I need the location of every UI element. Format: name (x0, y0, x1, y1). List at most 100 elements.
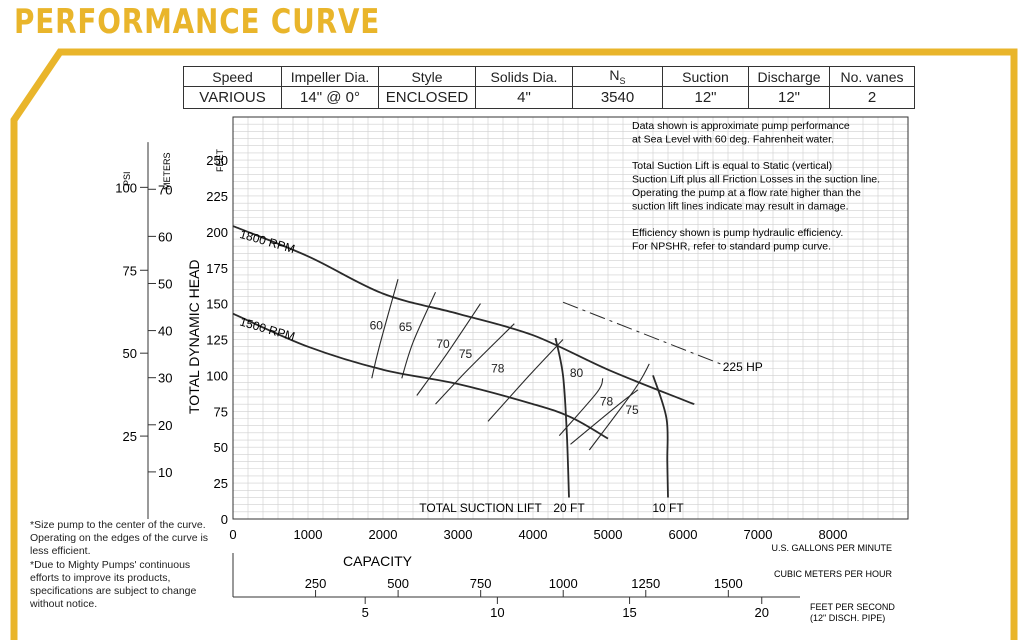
spec-value-impeller: 14" @ 0° (281, 86, 379, 109)
efficiency-label: 60 (370, 318, 384, 332)
x-tick-label: 8000 (819, 527, 848, 542)
efficiency-label: 75 (625, 403, 639, 417)
spec-header-solids: Solids Dia. (475, 66, 573, 87)
x-tick-label: 4000 (519, 527, 548, 542)
chart-note-line: Efficiency shown is pump hydraulic effic… (632, 227, 843, 239)
meters-tick-label: 60 (158, 229, 172, 244)
y-tick-label: 250 (206, 153, 228, 168)
cmh-tick-label: 750 (470, 576, 492, 591)
y-unit-label: FEET (215, 148, 225, 172)
cmh-tick-label: 1250 (631, 576, 660, 591)
fps-tick-label: 10 (490, 605, 504, 620)
fps-tick-label: 20 (755, 605, 769, 620)
chart-note-line: For NPSHR, refer to standard pump curve. (632, 241, 831, 253)
fps-unit-sublabel: (12" DISCH. PIPE) (810, 613, 885, 623)
series-label-225hp: 225 HP (723, 360, 763, 374)
spec-value-discharge: 12" (748, 86, 830, 109)
series-line (232, 225, 695, 405)
chart-note-line: Data shown is approximate pump performan… (632, 120, 850, 132)
y-tick-label: 225 (206, 189, 228, 204)
y-tick-label: 125 (206, 333, 228, 348)
cmh-tick-label: 1000 (549, 576, 578, 591)
efficiency-contour (588, 363, 650, 451)
x-tick-label: 6000 (669, 527, 698, 542)
cmh-unit-label: CUBIC METERS PER HOUR (774, 569, 893, 579)
series-label-1800rpm: 1800 RPM (238, 227, 296, 256)
meters-tick-label: 30 (158, 371, 172, 386)
efficiency-contour (401, 291, 437, 379)
spec-header-suction: Suction (662, 66, 749, 87)
x-unit-label: U.S. GALLONS PER MINUTE (771, 543, 892, 553)
suction-lift-line (652, 375, 669, 498)
chart-note-line: Operating the pump at a flow rate higher… (632, 187, 861, 199)
meters-tick-label: 70 (158, 182, 172, 197)
psi-label: PSI (122, 171, 132, 186)
spec-value-vanes: 2 (829, 86, 915, 109)
series-line (232, 312, 609, 440)
cmh-tick-label: 500 (387, 576, 409, 591)
plot-border (232, 116, 909, 520)
cmh-tick-label: 250 (305, 576, 327, 591)
efficiency-label: 65 (399, 320, 413, 334)
chart-note-line: Total Suction Lift is equal to Static (v… (632, 160, 832, 172)
psi-tick-label: 25 (123, 429, 137, 444)
efficiency-contour (570, 389, 639, 445)
y-tick-label: 175 (206, 261, 228, 276)
meters-tick-label: 40 (158, 324, 172, 339)
psi-tick-label: 100 (115, 180, 137, 195)
efficiency-label: 75 (459, 347, 473, 361)
fps-unit-label: FEET PER SECOND (810, 602, 895, 612)
efficiency-label: 80 (570, 366, 584, 380)
meters-tick-label: 10 (158, 465, 172, 480)
ns-sub: S (619, 75, 626, 86)
footnotes: *Size pump to the center of the curve. O… (30, 519, 220, 611)
x-tick-label: 0 (229, 527, 236, 542)
fps-tick-label: 5 (362, 605, 369, 620)
cmh-tick-label: 1500 (714, 576, 743, 591)
meters-tick-label: 20 (158, 418, 172, 433)
efficiency-contour (416, 303, 481, 396)
y-axis-title: TOTAL DYNAMIC HEAD (186, 259, 202, 414)
spec-value-solids: 4" (475, 86, 573, 109)
efficiency-contour (371, 279, 399, 379)
y-tick-label: 150 (206, 297, 228, 312)
spec-value-ns: 3540 (572, 86, 663, 109)
spec-header-discharge: Discharge (748, 66, 830, 87)
page-title: PERFORMANCE CURVE (14, 2, 381, 42)
capacity-label: CAPACITY (343, 553, 413, 569)
suction-lift-title: TOTAL SUCTION LIFT (419, 501, 542, 515)
spec-header-impeller: Impeller Dia. (281, 66, 379, 87)
x-tick-label: 7000 (744, 527, 773, 542)
y-tick-label: 75 (214, 404, 228, 419)
chart-note-line: at Sea Level with 60 deg. Fahrenheit wat… (632, 133, 834, 145)
efficiency-label: 78 (491, 362, 505, 376)
fps-tick-label: 15 (622, 605, 636, 620)
spec-values-row: VARIOUS 14" @ 0° ENCLOSED 4" 3540 12" 12… (183, 86, 915, 109)
meters-tick-label: 50 (158, 276, 172, 291)
efficiency-contour (487, 339, 564, 422)
psi-tick-label: 75 (123, 263, 137, 278)
x-tick-label: 3000 (444, 527, 473, 542)
psi-tick-label: 50 (123, 346, 137, 361)
y-tick-label: 50 (214, 440, 228, 455)
y-tick-label: 200 (206, 225, 228, 240)
chart-note-line: suction lift lines indicate may result i… (632, 200, 849, 212)
chart-note-line: Suction Lift plus all Friction Losses in… (632, 174, 880, 186)
efficiency-label: 78 (600, 395, 614, 409)
suction-lift-line (554, 337, 570, 498)
ns-main: N (609, 67, 620, 84)
y-tick-label: 25 (214, 476, 228, 491)
y-tick-label: 0 (221, 512, 228, 527)
efficiency-label: 70 (436, 337, 450, 351)
y-tick-label: 100 (206, 368, 228, 383)
efficiency-contour (558, 378, 604, 437)
efficiency-contour (435, 323, 515, 405)
suction-lift-label: 10 FT (652, 501, 684, 515)
x-tick-label: 1000 (294, 527, 323, 542)
suction-lift-label: 20 FT (553, 501, 585, 515)
footnote-2: *Due to Mighty Pumps' continuous efforts… (30, 558, 197, 611)
spec-table: Speed Impeller Dia. Style Solids Dia. NS… (183, 66, 915, 109)
spec-value-style: ENCLOSED (378, 86, 476, 109)
spec-header-row: Speed Impeller Dia. Style Solids Dia. NS… (183, 66, 915, 87)
